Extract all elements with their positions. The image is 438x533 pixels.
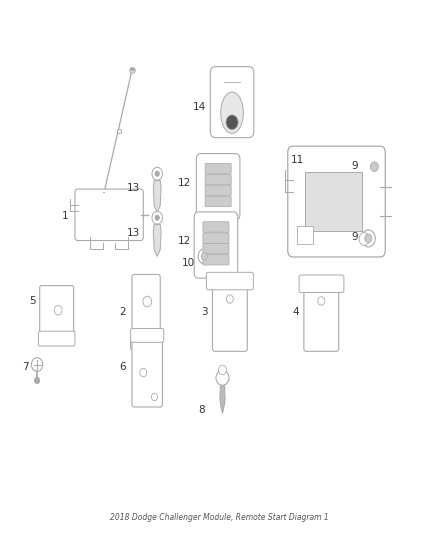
FancyBboxPatch shape [205,164,231,174]
FancyBboxPatch shape [40,286,74,335]
Circle shape [152,393,158,401]
Circle shape [367,157,382,176]
FancyBboxPatch shape [305,172,362,231]
Text: 12: 12 [177,177,191,188]
FancyBboxPatch shape [194,212,238,278]
Circle shape [54,305,62,315]
Circle shape [201,253,207,260]
Polygon shape [153,181,161,213]
Text: 14: 14 [193,102,206,112]
Text: 13: 13 [127,228,140,238]
FancyBboxPatch shape [210,67,254,138]
FancyBboxPatch shape [205,196,231,207]
Text: 13: 13 [127,183,140,193]
Text: 6: 6 [119,362,125,372]
FancyBboxPatch shape [203,255,229,265]
Text: 2: 2 [119,306,125,317]
Circle shape [140,368,147,377]
Circle shape [226,295,233,303]
Text: 3: 3 [201,306,208,317]
Text: 10: 10 [181,258,194,268]
Text: 8: 8 [198,405,205,415]
FancyBboxPatch shape [132,274,160,341]
Circle shape [361,230,375,247]
Circle shape [365,234,372,243]
Circle shape [155,171,159,176]
Text: 1: 1 [62,211,69,221]
FancyBboxPatch shape [39,331,75,346]
FancyBboxPatch shape [205,174,231,185]
FancyBboxPatch shape [131,328,164,342]
FancyBboxPatch shape [203,222,229,232]
Text: 9: 9 [352,161,358,171]
Text: 7: 7 [22,362,29,372]
Circle shape [32,358,43,372]
FancyBboxPatch shape [299,275,344,293]
Circle shape [155,215,159,220]
Text: 9: 9 [352,232,358,243]
FancyBboxPatch shape [75,189,143,240]
Circle shape [143,296,152,307]
FancyBboxPatch shape [205,185,231,196]
Ellipse shape [216,370,229,385]
Text: 11: 11 [291,156,304,165]
Circle shape [198,249,210,264]
FancyBboxPatch shape [297,225,313,244]
Circle shape [359,232,370,245]
FancyBboxPatch shape [206,272,253,290]
FancyBboxPatch shape [304,282,339,351]
Circle shape [318,297,325,305]
FancyBboxPatch shape [196,154,240,220]
FancyBboxPatch shape [288,146,385,257]
FancyBboxPatch shape [132,338,162,407]
Polygon shape [220,386,225,414]
FancyBboxPatch shape [131,335,162,350]
FancyBboxPatch shape [203,233,229,243]
FancyBboxPatch shape [203,244,229,254]
Text: 2018 Dodge Challenger Module, Remote Start Diagram 1: 2018 Dodge Challenger Module, Remote Sta… [110,513,328,522]
FancyBboxPatch shape [212,280,247,351]
Ellipse shape [221,92,244,133]
Ellipse shape [226,115,238,130]
Circle shape [371,162,378,172]
Circle shape [152,212,162,224]
Circle shape [152,167,162,180]
Circle shape [219,365,226,375]
Text: 5: 5 [30,296,36,306]
Text: 12: 12 [177,236,191,246]
Text: 4: 4 [293,306,300,317]
Polygon shape [153,224,161,256]
Circle shape [35,377,40,384]
